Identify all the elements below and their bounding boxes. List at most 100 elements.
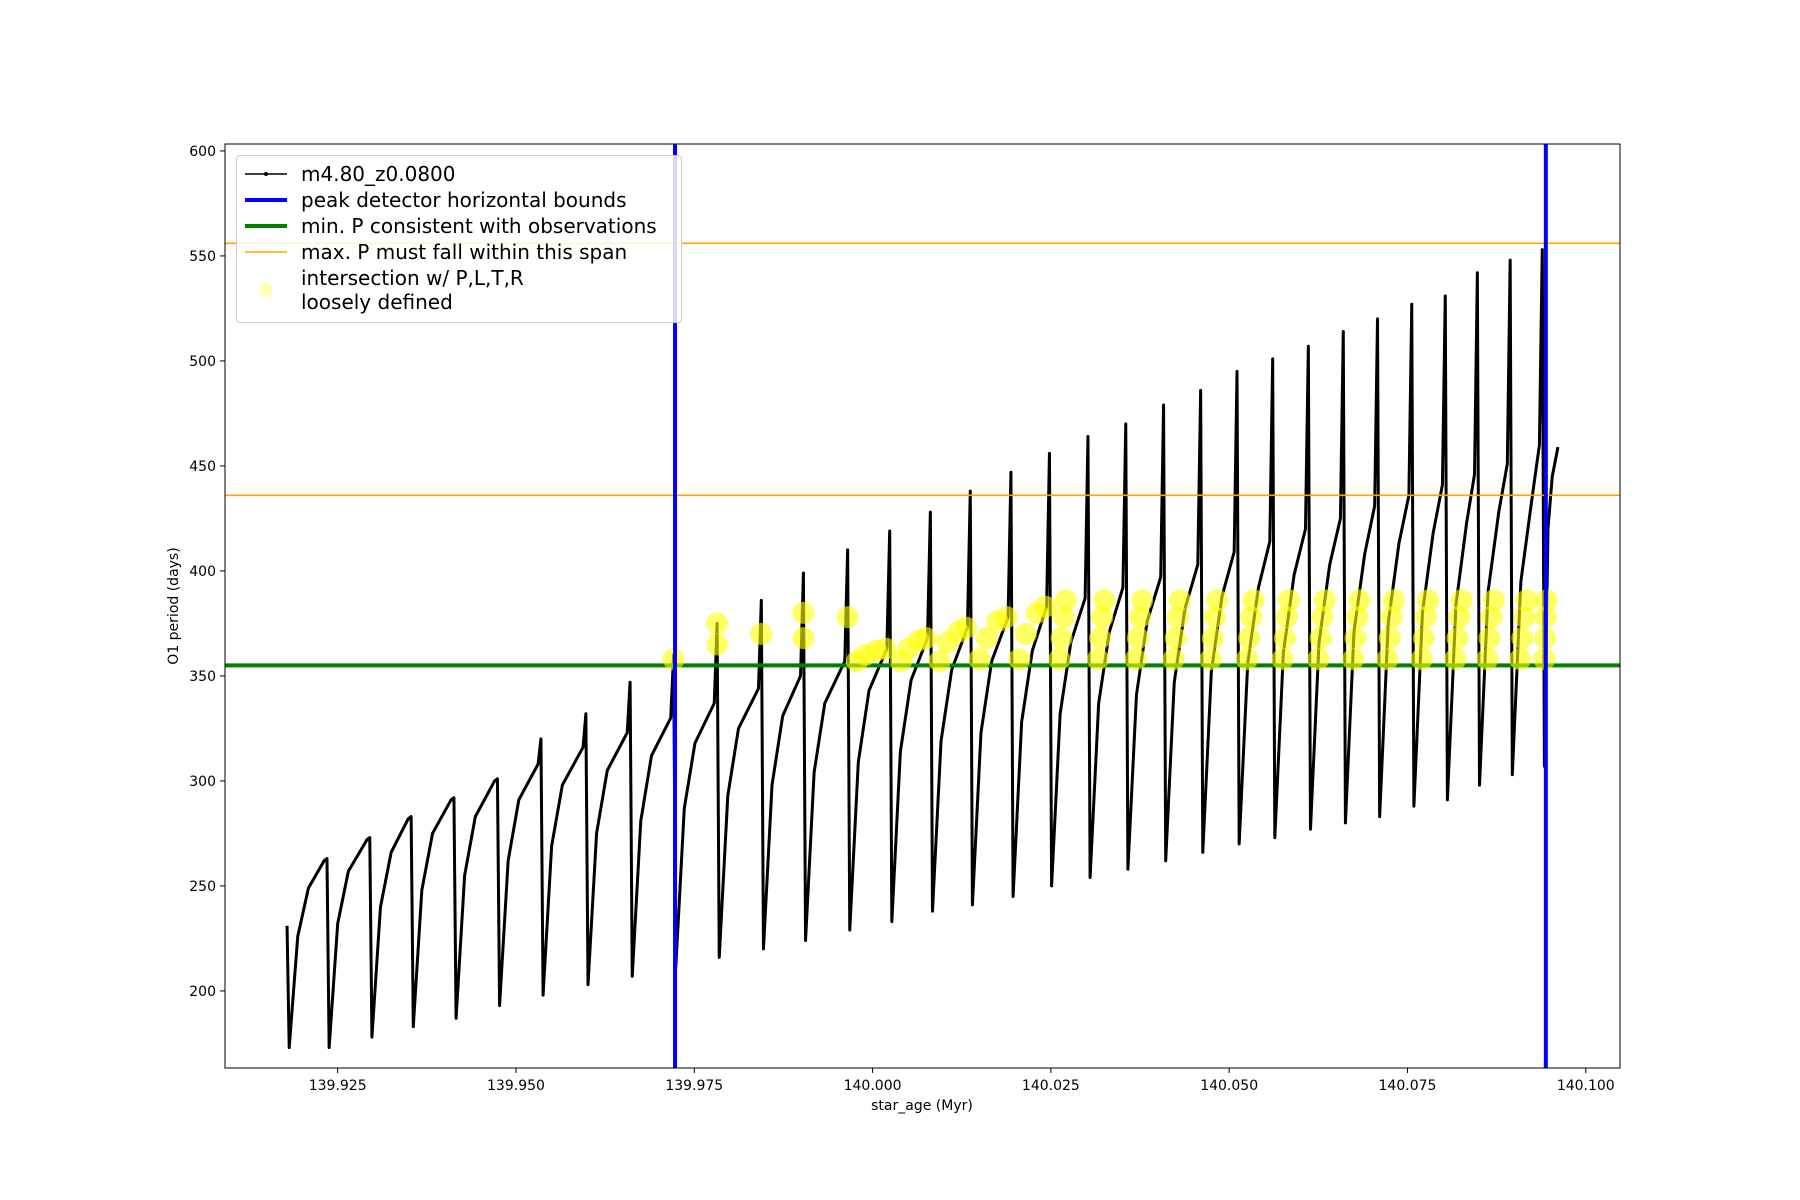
scatter-point xyxy=(1348,589,1371,612)
legend-entry: min. P consistent with observations xyxy=(237,214,681,238)
x-tick-label: 139.975 xyxy=(665,1078,723,1094)
legend-label: intersection w/ P,L,T,R loosely defined xyxy=(301,266,524,314)
scatter-point xyxy=(1376,648,1399,671)
scatter-point xyxy=(1014,622,1037,645)
scatter-point xyxy=(1162,648,1185,671)
legend: m4.80_z0.0800 peak detector horizontal bo… xyxy=(236,155,682,323)
x-tick-label: 139.950 xyxy=(487,1078,545,1094)
scatter-point xyxy=(1238,627,1261,650)
scatter-point xyxy=(1203,606,1226,629)
scatter-point xyxy=(1478,627,1501,650)
scatter-point xyxy=(1509,648,1532,671)
scatter-point xyxy=(975,627,998,650)
scatter-point xyxy=(706,633,729,656)
scatter-point xyxy=(836,606,859,629)
y-tick-label: 350 xyxy=(189,669,216,685)
scatter-point xyxy=(1382,589,1405,612)
scatter-point xyxy=(968,648,991,671)
scatter-point xyxy=(1048,648,1071,671)
scatter-point xyxy=(1054,589,1077,612)
y-tick-label: 250 xyxy=(189,879,216,895)
scatter-point xyxy=(915,627,938,650)
scatter-point xyxy=(928,650,951,673)
scatter-point xyxy=(1482,589,1505,612)
scatter-point xyxy=(1008,648,1031,671)
scatter-point xyxy=(792,601,815,624)
legend-marker xyxy=(264,172,268,176)
scatter-point xyxy=(1275,606,1298,629)
scatter-point xyxy=(1201,627,1224,650)
y-tick-label: 600 xyxy=(189,144,216,160)
x-tick-label: 140.050 xyxy=(1200,1078,1258,1094)
scatter-point xyxy=(1480,606,1503,629)
scatter-point xyxy=(1278,589,1301,612)
y-axis-label: O1 period (days) xyxy=(166,547,182,664)
scatter-point xyxy=(995,606,1018,629)
x-tick-label: 139.925 xyxy=(309,1078,367,1094)
scatter-point xyxy=(1307,648,1330,671)
scatter-point xyxy=(1086,648,1109,671)
legend-swatch xyxy=(259,283,273,297)
data-line xyxy=(285,248,1560,1050)
scatter-point xyxy=(1515,589,1538,612)
scatter-point xyxy=(1313,589,1336,612)
scatter-point xyxy=(706,612,729,635)
legend-swatch xyxy=(245,198,287,202)
legend-label: min. P consistent with observations xyxy=(301,214,657,238)
scatter-point xyxy=(955,616,978,639)
scatter-point xyxy=(1476,648,1499,671)
legend-marker xyxy=(259,283,273,297)
scatter-point xyxy=(1311,606,1334,629)
y-tick-label: 400 xyxy=(189,564,216,580)
legend-entry: m4.80_z0.0800 xyxy=(237,162,681,186)
y-tick-label: 200 xyxy=(189,984,216,1000)
scatter-point xyxy=(1273,627,1296,650)
scatter-point xyxy=(1511,627,1534,650)
scatter-point xyxy=(1091,606,1114,629)
y-tick-label: 550 xyxy=(189,249,216,265)
scatter-point xyxy=(750,622,773,645)
legend-swatch xyxy=(245,172,287,176)
scatter-point xyxy=(1199,648,1222,671)
scatter-point xyxy=(792,627,815,650)
scatter-point xyxy=(1346,606,1369,629)
scatter-point xyxy=(1448,606,1471,629)
x-tick-label: 140.100 xyxy=(1557,1078,1615,1094)
scatter-point xyxy=(874,637,897,660)
scatter-point xyxy=(1129,606,1152,629)
scatter-point xyxy=(1444,648,1467,671)
scatter-point xyxy=(1344,627,1367,650)
scatter-point xyxy=(1126,627,1149,650)
x-axis-label: star_age (Myr) xyxy=(871,1098,973,1114)
scatter-point xyxy=(1415,606,1438,629)
scatter-point xyxy=(1052,606,1075,629)
x-tick-label: 140.000 xyxy=(844,1078,902,1094)
y-tick-label: 450 xyxy=(189,459,216,475)
scatter-point xyxy=(1164,627,1187,650)
axes-frame xyxy=(224,143,1621,1069)
legend-label: m4.80_z0.0800 xyxy=(301,162,456,186)
scatter-point xyxy=(1417,589,1440,612)
scatter-point xyxy=(1240,606,1263,629)
scatter-point xyxy=(1309,627,1332,650)
y-tick-label: 300 xyxy=(189,774,216,790)
scatter-point xyxy=(1450,589,1473,612)
scatter-point xyxy=(1166,606,1189,629)
scatter-point xyxy=(1271,648,1294,671)
legend-entry: peak detector horizontal bounds xyxy=(237,188,681,212)
x-tick-label: 140.025 xyxy=(1022,1078,1080,1094)
legend-label: peak detector horizontal bounds xyxy=(301,188,627,212)
x-tick-label: 140.075 xyxy=(1379,1078,1437,1094)
legend-entry: intersection w/ P,L,T,R loosely defined xyxy=(237,266,681,314)
scatter-point xyxy=(1034,595,1057,618)
scatter-point xyxy=(1093,589,1116,612)
scatter-point xyxy=(1378,627,1401,650)
scatter-point xyxy=(1131,589,1154,612)
legend-label: max. P must fall within this span xyxy=(301,240,628,264)
scatter-point xyxy=(1236,648,1259,671)
scatter-point xyxy=(1410,648,1433,671)
scatter-point xyxy=(1412,627,1435,650)
scatter-point xyxy=(1168,589,1191,612)
scatter-point xyxy=(1242,589,1265,612)
